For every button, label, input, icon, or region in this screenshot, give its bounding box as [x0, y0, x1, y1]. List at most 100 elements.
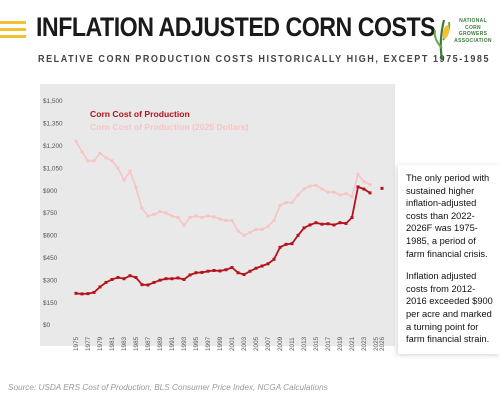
data-point [278, 204, 282, 208]
data-point [140, 207, 144, 211]
data-point [320, 187, 324, 191]
data-point [332, 190, 336, 194]
data-point [188, 215, 192, 219]
data-point [338, 221, 342, 225]
data-point [272, 257, 276, 261]
x-tick-label: 2026 [379, 336, 386, 351]
x-tick-label: 1999 [217, 336, 224, 351]
x-tick-label: 1997 [205, 336, 212, 351]
data-point [80, 150, 84, 154]
data-point [200, 215, 204, 219]
data-point [362, 187, 366, 191]
data-point [188, 273, 192, 277]
y-tick-label: $0 [43, 322, 51, 329]
x-tick-label: 2023 [361, 336, 368, 351]
data-point [158, 278, 162, 282]
data-point [278, 245, 282, 249]
data-point [182, 277, 186, 281]
data-point [122, 277, 126, 281]
data-point [104, 156, 108, 160]
data-point [344, 221, 348, 225]
data-point [98, 285, 102, 289]
data-point [128, 274, 132, 278]
data-point [200, 270, 204, 274]
logo-text: NATIONAL CORN GROWERS ASSOCIATION [454, 18, 492, 44]
data-point [218, 269, 222, 273]
data-point [110, 277, 114, 281]
data-point [320, 222, 324, 226]
x-tick-label: 2001 [229, 336, 236, 351]
data-point [308, 184, 312, 188]
data-point [290, 201, 294, 205]
data-point [128, 169, 132, 173]
data-point [296, 193, 300, 197]
data-point [140, 283, 144, 287]
x-tick-label: 1989 [157, 336, 164, 351]
y-tick-label: $900 [43, 188, 58, 195]
annotation-box: The only period with sustained higher in… [398, 165, 500, 354]
data-point [284, 242, 288, 246]
data-point [182, 223, 186, 227]
data-point [206, 214, 210, 218]
data-point [356, 172, 360, 176]
x-tick-label: 2005 [253, 336, 260, 351]
data-point [254, 227, 258, 231]
data-point [248, 230, 252, 234]
data-point [224, 218, 228, 222]
data-point [236, 229, 240, 233]
data-point [98, 151, 102, 155]
data-point [344, 192, 348, 196]
y-tick-label: $1,050 [43, 165, 63, 172]
data-point [80, 292, 84, 296]
data-point [86, 292, 90, 296]
y-tick-label: $1,500 [43, 98, 63, 105]
data-point [206, 269, 210, 273]
x-tick-label: 2015 [313, 336, 320, 351]
x-tick-label: 1983 [121, 336, 128, 351]
page-title: INFLATION ADJUSTED CORN COSTS [36, 12, 436, 42]
y-tick-label: $750 [43, 210, 58, 217]
data-point [212, 268, 216, 272]
data-point [212, 215, 216, 219]
data-point [164, 211, 168, 215]
legend-entry: Corn Cost of Production [90, 109, 190, 119]
data-point [230, 218, 234, 222]
x-tick-label: 2017 [325, 336, 332, 351]
data-point [314, 183, 318, 187]
data-point [242, 233, 246, 237]
data-point [146, 214, 150, 218]
x-tick-label: 2011 [289, 337, 296, 351]
corn-stalk-logo-icon [433, 19, 451, 61]
x-tick-label: 1979 [97, 336, 104, 351]
series-line [75, 140, 371, 237]
data-point [302, 187, 306, 191]
data-point [176, 215, 180, 219]
data-point [350, 215, 354, 219]
data-point [272, 218, 276, 222]
data-point [152, 212, 156, 216]
data-point [380, 186, 384, 190]
source-note: Source: USDA ERS Cost of Production, BLS… [8, 383, 328, 392]
x-tick-label: 2009 [277, 336, 284, 351]
data-point [266, 224, 270, 228]
data-point [308, 223, 312, 227]
x-tick-label: 1977 [85, 336, 92, 351]
data-point [152, 280, 156, 284]
data-point [260, 264, 264, 268]
data-point [290, 242, 294, 246]
data-point [350, 195, 354, 199]
chart-panel [40, 84, 395, 346]
page-subtitle: RELATIVE CORN PRODUCTION COSTS HISTORICA… [38, 53, 491, 65]
data-point [176, 276, 180, 280]
annotation-paragraph-1: The only period with sustained higher in… [406, 173, 490, 259]
x-tick-label: 1993 [181, 336, 188, 351]
data-point [368, 183, 372, 187]
annotation-paragraph-2: Inflation adjusted costs from 2012-2016 … [406, 271, 493, 345]
data-point [296, 233, 300, 237]
data-point [92, 159, 96, 163]
data-point [230, 266, 234, 270]
data-point [92, 290, 96, 294]
data-point [356, 185, 360, 189]
y-tick-label: $450 [43, 255, 58, 262]
data-point [74, 139, 78, 143]
